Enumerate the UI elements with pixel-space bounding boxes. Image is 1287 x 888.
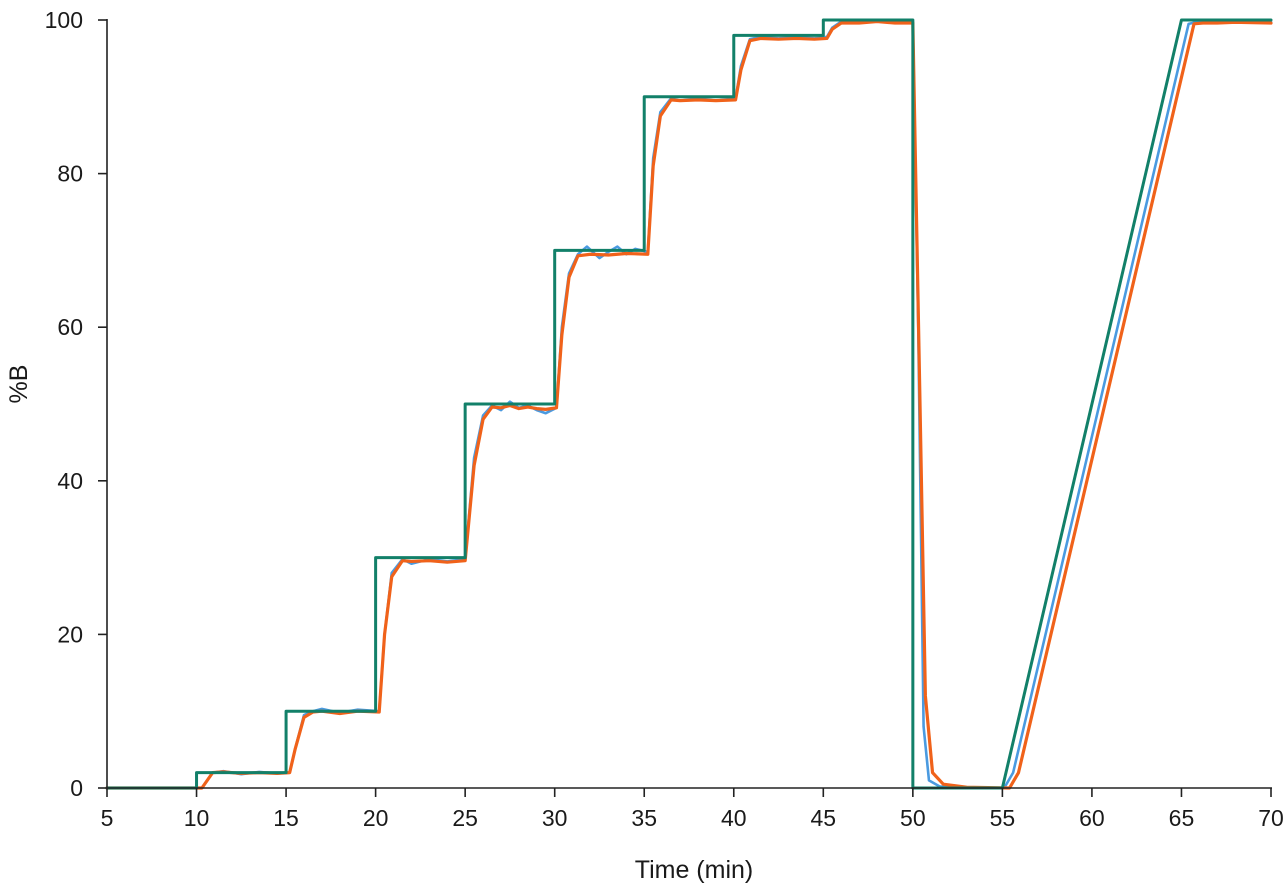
y-axis-ticks: 0 20 40 60 80 100 [45,7,107,801]
x-tick-label: 5 [101,805,114,831]
y-axis-title: %B [5,365,33,404]
series-line-3 [105,18,1273,790]
x-axis-ticks: 5 10 15 20 25 30 35 40 45 50 55 60 65 70 [101,788,1284,831]
x-tick-label: 15 [273,805,299,831]
y-tick-label: 40 [57,468,83,494]
x-axis-title: Time (min) [635,856,754,884]
y-tick-label: 20 [57,621,83,647]
x-tick-label: 10 [184,805,210,831]
x-tick-label: 50 [900,805,926,831]
x-tick-label: 40 [721,805,747,831]
series-line-1 [105,18,1273,790]
x-tick-label: 55 [990,805,1016,831]
plot-series [105,18,1273,790]
x-tick-label: 35 [631,805,657,831]
x-tick-label: 30 [542,805,568,831]
y-tick-label: 80 [57,161,83,187]
x-tick-label: 70 [1258,805,1284,831]
x-tick-label: 25 [452,805,478,831]
x-tick-label: 60 [1079,805,1105,831]
x-tick-label: 65 [1169,805,1195,831]
y-tick-label: 60 [57,314,83,340]
x-tick-label: 45 [811,805,837,831]
series-line-2 [105,19,1273,790]
y-tick-label: 0 [70,775,83,801]
y-tick-label: 100 [45,7,83,33]
x-tick-label: 20 [363,805,389,831]
